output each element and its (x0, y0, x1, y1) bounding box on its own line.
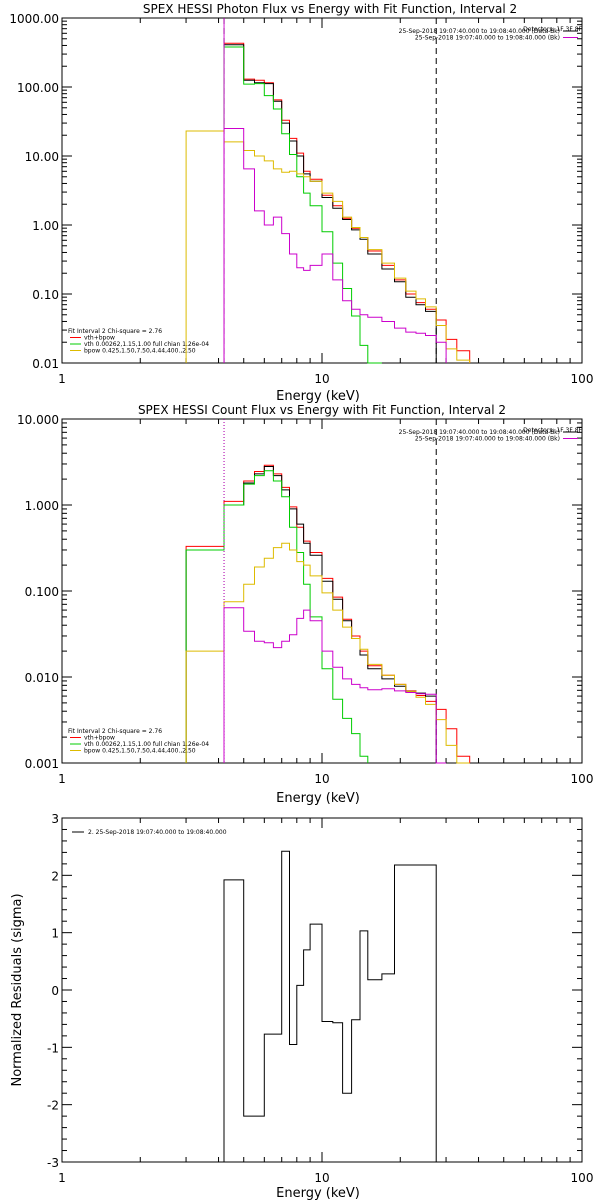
count-flux-ytick-label: 0.001 (25, 757, 59, 771)
count-flux-xlabel: Energy (keV) (276, 791, 360, 806)
photon-flux-fit-legend-text: Fit Interval 2 Chi-square = 2.76 (68, 328, 162, 335)
photon-flux-xtick-label: 1 (58, 372, 66, 386)
count-flux-series-bk (223, 607, 447, 764)
photon-flux-ytick-label: 1000.00 (9, 12, 59, 26)
count-flux-series-data (185, 466, 437, 763)
count-flux-detectors-label: Detectors: 1F 3F 8F (523, 427, 582, 434)
photon-flux-detectors-label: Detectors: 1F 3F 8F (523, 26, 582, 33)
residuals-xlabel: Energy (keV) (276, 1186, 360, 1200)
photon-flux-ytick-label: 10.00 (25, 150, 59, 164)
photon-flux-title: SPEX HESSI Photon Flux vs Energy with Fi… (143, 2, 517, 16)
count-flux-time-legend-text: 25-Sep-2018 19:07:40.000 to 19:08:40.000… (399, 429, 560, 436)
residuals-ylabel: Normalized Residuals (sigma) (10, 893, 25, 1086)
residuals-ytick-label: 1 (51, 927, 59, 941)
count-flux-xtick-label: 1 (58, 772, 66, 786)
photon-flux-series-bpow (185, 130, 471, 363)
count-flux-xtick-label: 100 (571, 772, 594, 786)
photon-flux-xlabel: Energy (keV) (276, 389, 360, 404)
photon-flux-series-total (223, 42, 471, 363)
residuals-ytick-label: -1 (47, 1041, 59, 1055)
photon-flux-fit-legend-text: bpow 0.425,1.50,7.50,4.44,400.,2.50 (84, 348, 196, 355)
photon-flux-time-legend-text: 25-Sep-2018 19:07:40.000 to 19:08:40.000… (399, 28, 560, 35)
count-flux-fit-legend-text: vth+bpow (84, 735, 115, 742)
photon-flux-ytick-label: 100.00 (17, 81, 59, 95)
residuals-ytick-label: -2 (47, 1099, 59, 1113)
photon-flux-time-legend-text: 25-Sep-2018 19:07:40.000 to 19:08:40.000… (415, 35, 560, 42)
residuals-xtick-label: 100 (571, 1171, 594, 1185)
photon-flux-ytick-label: 0.10 (32, 288, 59, 302)
count-flux-panel: SPEX HESSI Count Flux vs Energy with Fit… (17, 403, 593, 806)
count-flux-series-vth (185, 470, 369, 763)
count-flux-fit-legend-text: vth 0.00262,1.15,1.00 full chian 1.26e-0… (84, 741, 209, 748)
count-flux-fit-legend-text: bpow 0.425,1.50,7.50,4.44,400.,2.50 (84, 748, 196, 755)
residuals-xtick-label: 1 (58, 1171, 66, 1185)
residuals-ytick-label: 0 (51, 984, 59, 998)
photon-flux-ytick-label: 1.00 (32, 219, 59, 233)
photon-flux-series-vth (223, 46, 382, 364)
count-flux-ytick-label: 10.000 (17, 413, 59, 427)
photon-flux-series-data (223, 44, 437, 363)
count-flux-series-bpow (185, 542, 470, 764)
photon-flux-series-bk (223, 128, 447, 363)
residuals-series (223, 850, 437, 1162)
count-flux-ytick-label: 0.100 (25, 585, 59, 599)
count-flux-title: SPEX HESSI Count Flux vs Energy with Fit… (138, 403, 506, 417)
photon-flux-ytick-label: 0.01 (32, 357, 59, 371)
residuals-xtick-label: 10 (314, 1171, 329, 1185)
count-flux-fit-legend-text: Fit Interval 2 Chi-square = 2.76 (68, 728, 162, 735)
photon-flux-fit-legend-text: vth+bpow (84, 335, 115, 342)
residuals-ytick-label: -3 (47, 1156, 59, 1170)
residuals-ytick-label: 2 (51, 869, 59, 883)
count-flux-series-total (185, 464, 471, 763)
photon-flux-fit-legend-text: vth 0.00262,1.15,1.00 full chian 1.26e-0… (84, 341, 209, 348)
count-flux-ytick-label: 0.010 (25, 671, 59, 685)
count-flux-time-legend-text: 25-Sep-2018 19:07:40.000 to 19:08:40.000… (415, 436, 560, 443)
count-flux-xtick-label: 10 (314, 772, 329, 786)
residuals-ytick-label: 3 (51, 812, 59, 826)
residuals-panel: Energy (keV) Normalized Residuals (sigma… (10, 812, 593, 1200)
photon-flux-panel: SPEX HESSI Photon Flux vs Energy with Fi… (9, 2, 593, 404)
photon-flux-xtick-label: 100 (571, 372, 594, 386)
photon-flux-xtick-label: 10 (314, 372, 329, 386)
count-flux-ytick-label: 1.000 (25, 499, 59, 513)
residuals-legend-text: 2. 25-Sep-2018 19:07:40.000 to 19:08:40.… (88, 829, 227, 836)
